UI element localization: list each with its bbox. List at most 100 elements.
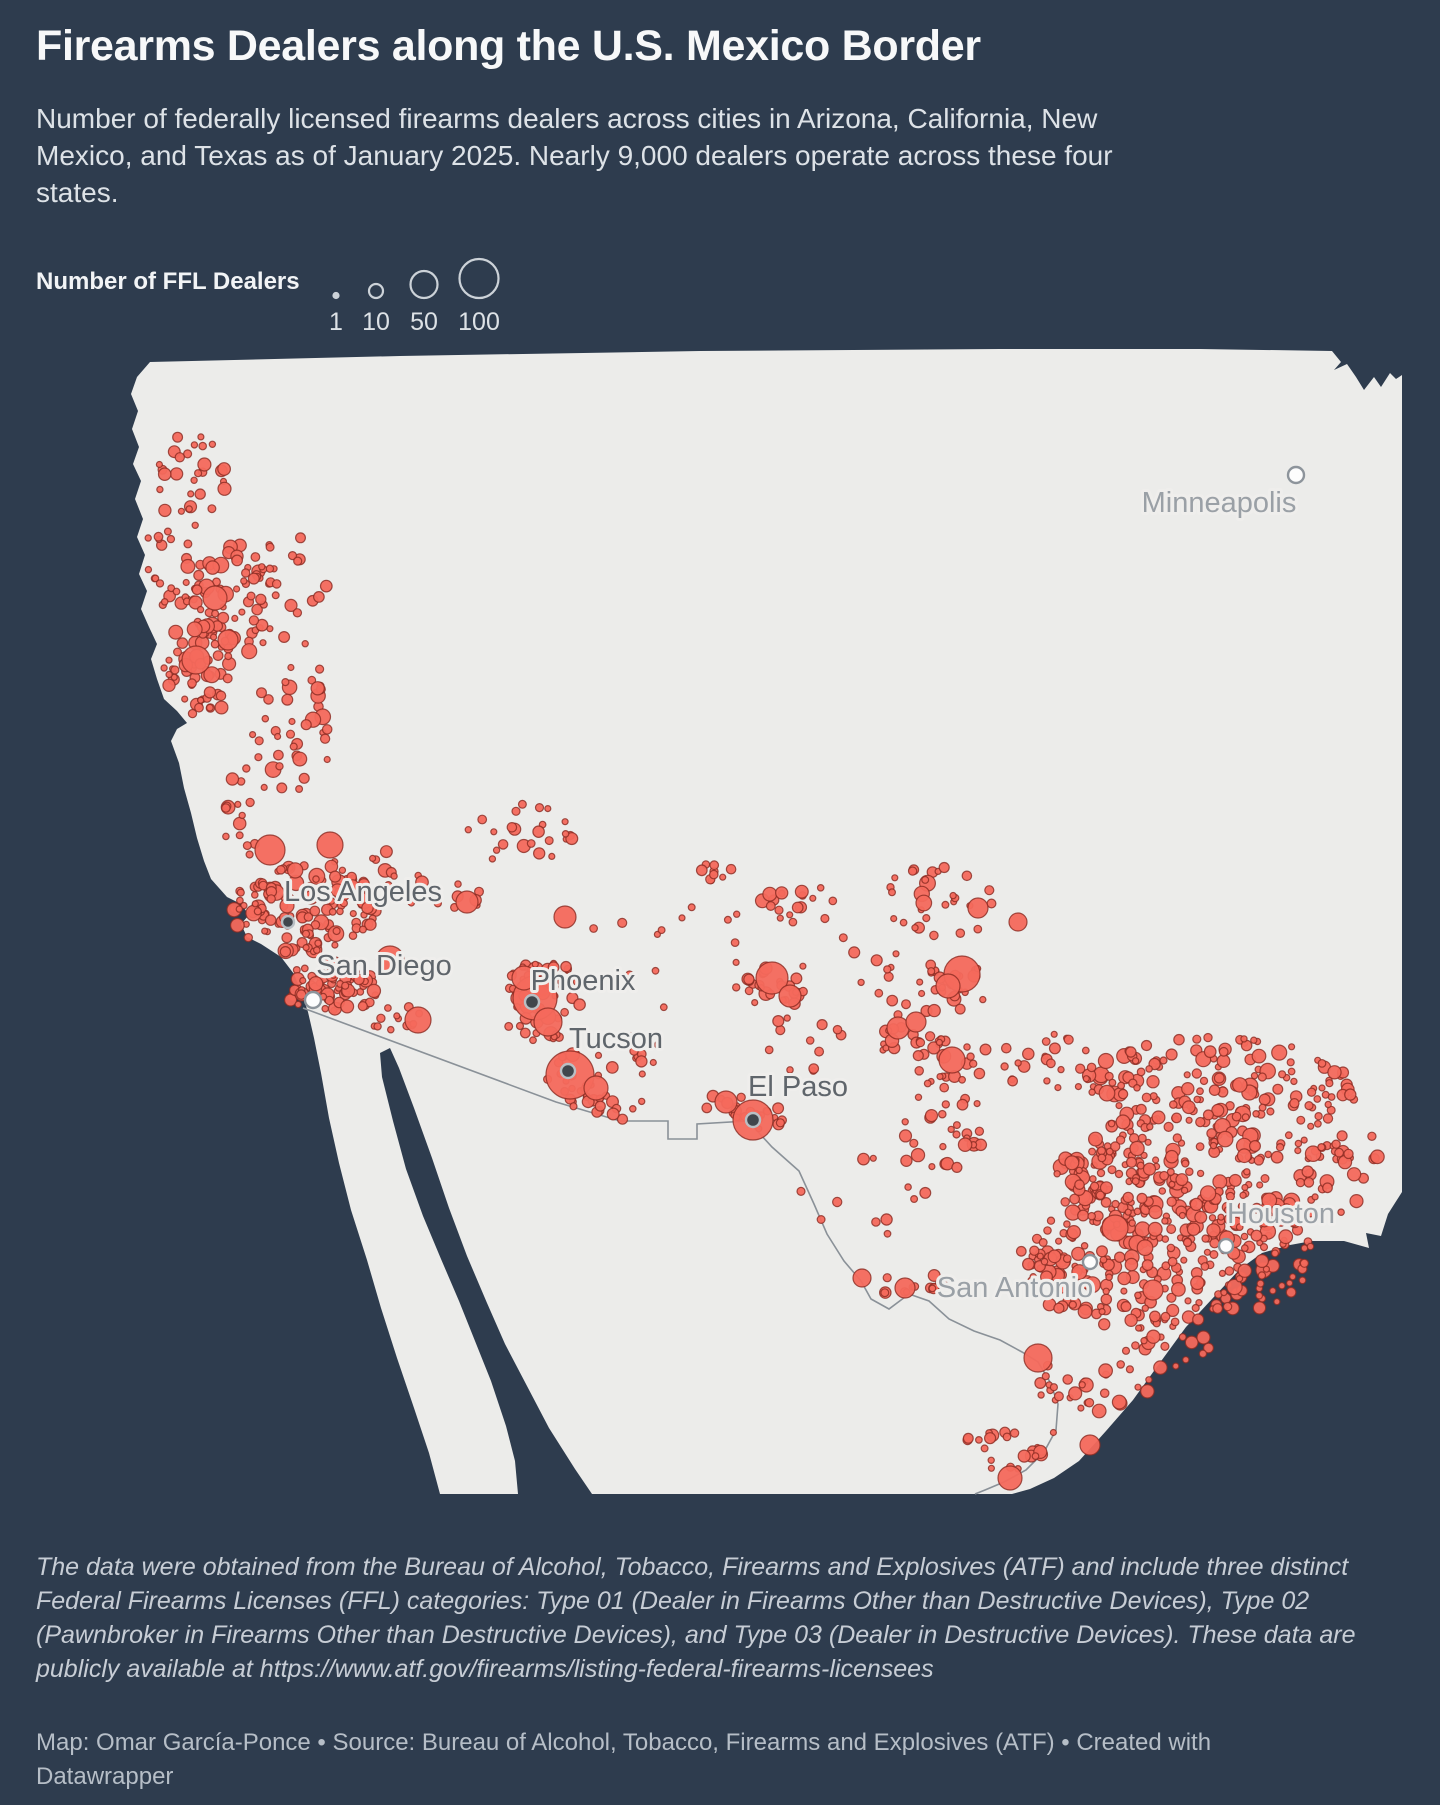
dealer-dot[interactable] xyxy=(914,1066,924,1076)
dealer-dot[interactable] xyxy=(973,924,983,934)
dealer-dot[interactable] xyxy=(255,593,267,606)
dealer-dot[interactable] xyxy=(210,633,218,641)
dealer-dot[interactable] xyxy=(938,1046,966,1074)
dealer-dot[interactable] xyxy=(191,584,203,596)
dealer-dot[interactable] xyxy=(914,1093,923,1102)
dealer-dot[interactable] xyxy=(928,1284,937,1293)
dealer-dot[interactable] xyxy=(916,978,924,986)
dealer-dot[interactable] xyxy=(939,1142,947,1151)
dealer-dot[interactable] xyxy=(187,708,198,719)
dealer-dot[interactable] xyxy=(1113,1251,1126,1263)
dealer-dot[interactable] xyxy=(1148,1204,1163,1220)
dealer-dot[interactable] xyxy=(1252,1301,1267,1315)
dealer-dot[interactable] xyxy=(454,880,462,888)
dealer-dot[interactable] xyxy=(1313,1095,1322,1103)
dealer-dot[interactable] xyxy=(1173,1033,1185,1046)
dealer-dot[interactable] xyxy=(952,1130,961,1139)
dealer-dot[interactable] xyxy=(203,686,217,699)
dealer-dot[interactable] xyxy=(1054,1237,1063,1245)
dealer-dot[interactable] xyxy=(1115,1135,1126,1145)
dealer-dot[interactable] xyxy=(254,753,263,762)
dealer-dot[interactable] xyxy=(899,918,908,927)
dealer-dot[interactable] xyxy=(1053,1170,1061,1178)
dealer-dot[interactable] xyxy=(1098,1307,1106,1316)
dealer-dot[interactable] xyxy=(274,732,282,741)
dealer-dot[interactable] xyxy=(719,873,727,881)
dealer-dot[interactable] xyxy=(1144,1138,1152,1146)
dealer-dot[interactable] xyxy=(1231,1111,1242,1122)
dealer-dot[interactable] xyxy=(1337,1208,1345,1217)
dealer-dot[interactable] xyxy=(1125,1365,1135,1374)
dealer-dot[interactable] xyxy=(547,961,560,974)
dealer-dot[interactable] xyxy=(264,914,277,926)
dealer-dot[interactable] xyxy=(506,821,518,833)
dealer-dot[interactable] xyxy=(236,888,245,897)
dealer-dot[interactable] xyxy=(1089,1181,1100,1192)
dealer-dot[interactable] xyxy=(151,574,160,583)
dealer-dot[interactable] xyxy=(1184,1335,1199,1350)
dealer-dot[interactable] xyxy=(907,866,918,876)
dealer-dot[interactable] xyxy=(883,1229,892,1238)
dealer-dot[interactable] xyxy=(331,941,339,949)
dealer-dot[interactable] xyxy=(794,884,809,899)
dealer-dot[interactable] xyxy=(183,539,193,549)
dealer-dot[interactable] xyxy=(1124,1208,1132,1216)
dealer-dot[interactable] xyxy=(1116,1360,1126,1369)
dealer-dot[interactable] xyxy=(180,558,196,574)
dealer-dot[interactable] xyxy=(181,695,189,703)
dealer-dot[interactable] xyxy=(816,1018,828,1031)
dealer-dot[interactable] xyxy=(511,965,537,991)
dealer-dot[interactable] xyxy=(917,989,926,998)
dealer-dot[interactable] xyxy=(253,907,262,916)
dealer-dot[interactable] xyxy=(1133,1084,1141,1092)
dealer-dot[interactable] xyxy=(1223,1213,1235,1225)
dealer-dot[interactable] xyxy=(1251,1048,1267,1064)
dealer-dot[interactable] xyxy=(1240,1244,1249,1252)
dealer-dot[interactable] xyxy=(1200,1262,1210,1271)
dealer-dot[interactable] xyxy=(774,905,784,915)
dealer-dot[interactable] xyxy=(1117,1088,1129,1100)
dealer-dot[interactable] xyxy=(1241,1183,1249,1192)
dealer-dot[interactable] xyxy=(1074,1179,1085,1190)
dealer-dot[interactable] xyxy=(1311,1193,1319,1201)
dealer-dot[interactable] xyxy=(857,1152,870,1166)
dealer-dot[interactable] xyxy=(1125,1156,1138,1168)
dealer-dot[interactable] xyxy=(1172,1362,1180,1370)
dealer-dot[interactable] xyxy=(1171,1112,1182,1124)
dealer-dot[interactable] xyxy=(1099,1388,1110,1398)
dealer-dot[interactable] xyxy=(251,891,259,899)
dealer-dot[interactable] xyxy=(300,964,309,973)
dealer-dot[interactable] xyxy=(921,875,930,884)
dealer-dot[interactable] xyxy=(1056,1284,1066,1294)
dealer-dot[interactable] xyxy=(1269,1287,1277,1295)
dealer-dot[interactable] xyxy=(967,897,989,919)
dealer-dot[interactable] xyxy=(624,970,634,980)
dealer-dot[interactable] xyxy=(952,1121,961,1130)
dealer-dot[interactable] xyxy=(261,714,270,723)
dealer-dot[interactable] xyxy=(1327,1093,1336,1101)
dealer-dot[interactable] xyxy=(911,924,919,932)
dealer-dot[interactable] xyxy=(1170,1281,1186,1297)
dealer-dot[interactable] xyxy=(177,507,185,515)
dealer-dot[interactable] xyxy=(923,1079,932,1088)
dealer-dot[interactable] xyxy=(1105,1273,1113,1282)
dealer-dot[interactable] xyxy=(635,1055,648,1068)
dealer-dot[interactable] xyxy=(329,870,342,883)
dealer-dot[interactable] xyxy=(1008,912,1028,932)
dealer-dot[interactable] xyxy=(194,488,206,500)
dealer-dot[interactable] xyxy=(963,1043,971,1051)
dealer-dot[interactable] xyxy=(820,913,830,924)
dealer-dot[interactable] xyxy=(962,1432,974,1444)
dealer-dot[interactable] xyxy=(1165,1048,1178,1061)
dealer-dot[interactable] xyxy=(979,995,987,1004)
dealer-dot[interactable] xyxy=(904,1183,912,1191)
dealer-dot[interactable] xyxy=(375,945,405,975)
dealer-dot[interactable] xyxy=(1022,1257,1035,1271)
dealer-dot[interactable] xyxy=(743,973,755,986)
dealer-dot[interactable] xyxy=(786,911,794,919)
dealer-dot[interactable] xyxy=(1180,1256,1188,1264)
dealer-dot[interactable] xyxy=(796,1186,806,1197)
dealer-dot[interactable] xyxy=(1180,1186,1189,1195)
dealer-dot[interactable] xyxy=(1240,1035,1248,1043)
dealer-dot[interactable] xyxy=(935,1038,944,1047)
